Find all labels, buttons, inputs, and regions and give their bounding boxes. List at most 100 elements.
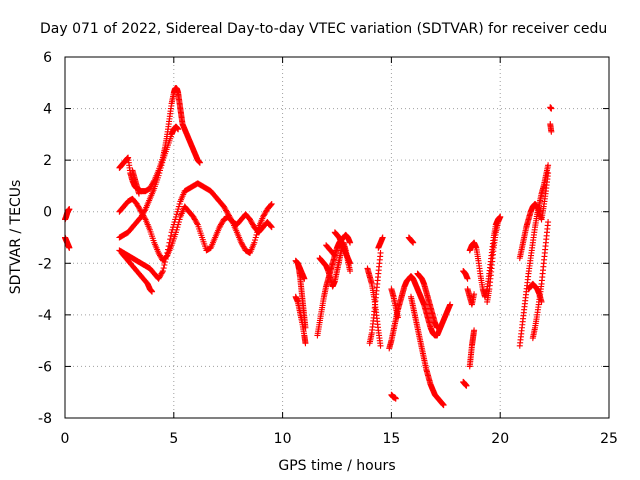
y-tick-label: 2 — [43, 153, 52, 169]
plot-points — [62, 84, 555, 409]
data-point — [141, 215, 148, 222]
series-arc-36 — [547, 121, 555, 135]
data-point — [170, 221, 177, 228]
series-arc-28 — [464, 286, 478, 308]
data-point — [194, 220, 201, 227]
data-point — [268, 200, 275, 207]
data-point — [392, 395, 399, 402]
data-point — [434, 324, 441, 331]
x-tick-label: 20 — [491, 431, 509, 447]
data-point — [254, 229, 261, 236]
data-point — [252, 237, 259, 244]
data-point — [172, 213, 179, 220]
data-point — [159, 268, 166, 275]
data-point — [164, 249, 171, 256]
series-arc-22 — [405, 234, 417, 246]
data-point — [545, 170, 552, 177]
data-point — [347, 260, 354, 267]
data-point — [440, 402, 447, 409]
data-point — [267, 223, 274, 230]
series-arc-35 — [547, 104, 555, 112]
data-point — [377, 342, 384, 349]
data-point — [176, 200, 183, 207]
x-axis-title: GPS time / hours — [278, 458, 395, 474]
data-point — [160, 265, 167, 272]
data-point — [165, 243, 172, 250]
data-point — [162, 258, 169, 265]
data-point — [166, 239, 173, 246]
data-point — [66, 244, 73, 251]
data-point — [159, 269, 166, 276]
y-tick-label: -8 — [38, 411, 52, 427]
series-arc-06 — [116, 180, 275, 282]
data-point — [228, 217, 235, 224]
series-arc-27 — [460, 268, 471, 282]
data-point — [161, 262, 168, 269]
series-arc-21 — [414, 270, 441, 331]
data-point — [464, 275, 471, 282]
data-point — [548, 105, 555, 112]
grid — [65, 57, 609, 418]
data-point — [158, 162, 165, 169]
y-tick-label: 6 — [43, 50, 52, 66]
data-point — [538, 298, 545, 305]
data-point — [253, 231, 260, 238]
data-point — [168, 229, 175, 236]
y-tick-label: -4 — [38, 308, 52, 324]
data-point — [394, 314, 401, 321]
data-point — [167, 236, 174, 243]
data-point — [497, 213, 504, 220]
data-point — [447, 301, 454, 308]
data-point — [331, 251, 338, 258]
data-point — [252, 234, 259, 241]
data-point — [163, 252, 170, 259]
data-point — [135, 190, 142, 197]
x-tick-labels: 0 5 10 15 20 25 — [61, 431, 618, 447]
series-arc-10 — [292, 293, 309, 347]
y-axis-title: SDTVAR / TECUs — [8, 180, 24, 295]
data-point — [167, 232, 174, 239]
series-arc-08 — [129, 167, 142, 197]
y-tick-labels: -8 -6 -4 -2 0 2 4 6 — [38, 50, 52, 427]
data-point — [545, 162, 552, 169]
data-point — [162, 255, 169, 262]
series-arc-25 — [460, 378, 470, 389]
data-point — [545, 219, 552, 226]
series-arc-24 — [388, 286, 401, 321]
y-tick-label: 4 — [43, 102, 52, 118]
data-point — [301, 275, 308, 282]
series-arc-20 — [407, 293, 447, 409]
data-point — [471, 327, 478, 334]
series-arc-11 — [294, 260, 308, 282]
plot-frame — [64, 56, 610, 419]
data-point — [463, 382, 470, 389]
data-point — [196, 159, 203, 166]
data-point — [379, 234, 386, 241]
data-point — [174, 208, 181, 215]
series-arc-26 — [466, 327, 478, 370]
data-point — [155, 172, 162, 179]
x-tick-label: 25 — [600, 431, 618, 447]
x-tick-label: 10 — [274, 431, 292, 447]
data-point — [156, 170, 163, 177]
x-tick-label: 0 — [61, 431, 70, 447]
data-point — [157, 167, 164, 174]
series-arc-17 — [366, 249, 384, 347]
series-arc-34 — [525, 280, 545, 305]
data-point — [157, 164, 164, 171]
series-arc-15 — [323, 242, 338, 259]
data-point — [347, 239, 354, 246]
series-arc-32 — [516, 170, 552, 262]
data-point — [66, 206, 73, 213]
data-point — [302, 340, 309, 347]
data-point — [548, 128, 555, 135]
data-point — [171, 219, 178, 226]
data-point — [164, 246, 171, 253]
chart-title: Day 071 of 2022, Sidereal Day-to-day VTE… — [40, 21, 607, 37]
data-point — [331, 252, 338, 259]
series-arc-14 — [331, 229, 354, 267]
data-point — [170, 224, 177, 231]
data-point — [175, 126, 182, 133]
